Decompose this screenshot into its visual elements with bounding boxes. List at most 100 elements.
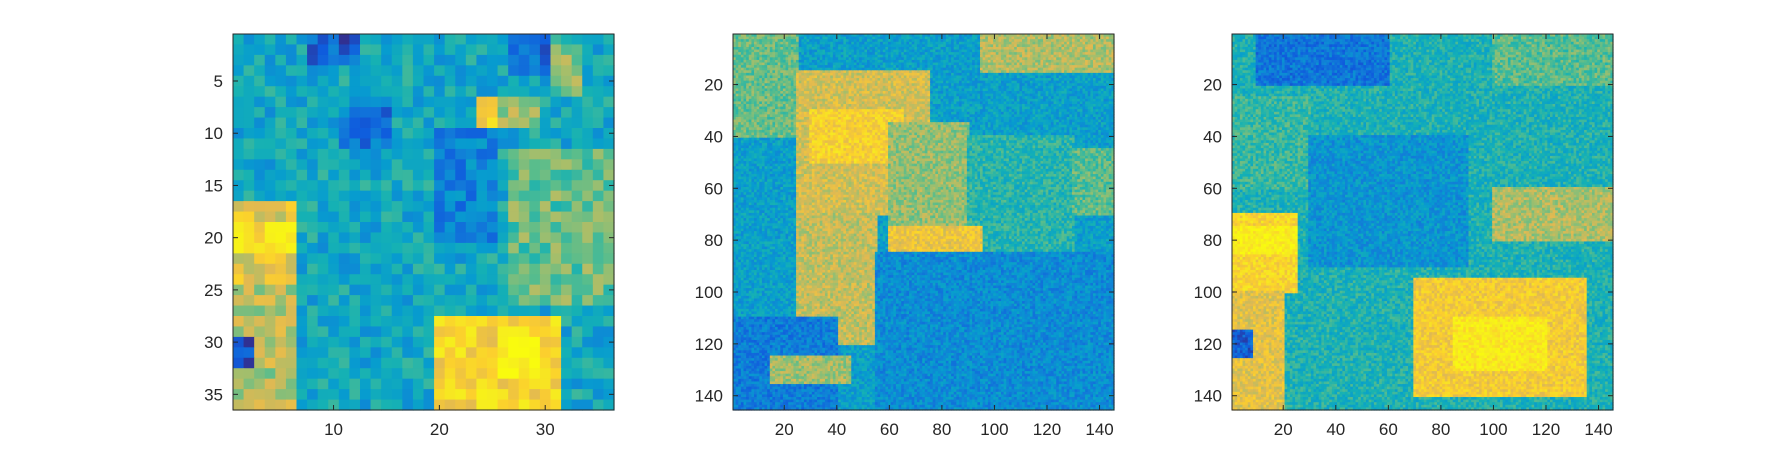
heatmap-cell	[540, 170, 551, 181]
heatmap-cell	[244, 44, 255, 55]
heatmap-cell	[233, 358, 244, 369]
heatmap-panel-middle: 20 40 60 80 100 120 14020406080100120140	[695, 34, 1115, 439]
heatmap-cell	[572, 138, 583, 149]
heatmap-cell	[561, 389, 572, 400]
heatmap-cell	[371, 65, 382, 76]
heatmap-cell	[318, 232, 329, 243]
heatmap-cell	[339, 358, 350, 369]
heatmap-cell	[434, 316, 445, 327]
heatmap-cell	[254, 170, 265, 181]
heatmap-cell	[402, 86, 413, 97]
heatmap-cell	[233, 159, 244, 170]
heatmap-cell	[275, 326, 286, 337]
heatmap-cell	[360, 243, 371, 254]
heatmap-cell	[445, 76, 456, 87]
heatmap-cell	[498, 86, 509, 97]
heatmap-cell	[603, 107, 614, 118]
heatmap-cell	[402, 191, 413, 202]
heatmap-cell	[297, 138, 308, 149]
heatmap-cell	[339, 191, 350, 202]
heatmap-cell	[593, 368, 604, 379]
heatmap-cell	[254, 34, 265, 45]
heatmap-cell	[254, 347, 265, 358]
heatmap-cell	[561, 379, 572, 390]
heatmap-cell	[318, 107, 329, 118]
heatmap-cell	[455, 347, 466, 358]
heatmap-cell	[529, 159, 540, 170]
heatmap-cell	[265, 337, 276, 348]
heatmap-cell	[434, 86, 445, 97]
heatmap-cell	[254, 201, 265, 212]
heatmap-cell	[265, 97, 276, 108]
heatmap-cell	[413, 86, 424, 97]
heatmap-cell	[476, 138, 487, 149]
heatmap-cell	[244, 34, 255, 45]
heatmap-cell	[349, 285, 360, 296]
heatmap-cell	[551, 389, 562, 400]
heatmap-cell	[307, 368, 318, 379]
heatmap-cell	[265, 86, 276, 97]
heatmap-cell	[445, 191, 456, 202]
heatmap-cell	[265, 128, 276, 139]
heatmap-cell	[582, 86, 593, 97]
heatmap-cell	[233, 65, 244, 76]
heatmap-cell	[402, 118, 413, 129]
heatmap-cell	[582, 65, 593, 76]
heatmap-cell	[339, 326, 350, 337]
heatmap-cell	[487, 159, 498, 170]
heatmap-cell	[307, 347, 318, 358]
heatmap-cell	[402, 201, 413, 212]
heatmap-cell	[392, 170, 403, 181]
heatmap-cell	[424, 107, 435, 118]
heatmap-cell	[519, 306, 530, 317]
heatmap-cell	[265, 358, 276, 369]
heatmap-cell	[286, 34, 297, 45]
heatmap-cell	[582, 159, 593, 170]
heatmap-cell	[254, 400, 265, 411]
heatmap-cell	[519, 316, 530, 327]
heatmap-cell	[328, 285, 339, 296]
heatmap-cell	[265, 274, 276, 285]
heatmap-cell	[498, 285, 509, 296]
heatmap-cell	[498, 149, 509, 160]
heatmap-cell	[360, 347, 371, 358]
heatmap-cell	[402, 65, 413, 76]
heatmap-cell	[424, 285, 435, 296]
heatmap-cell	[254, 253, 265, 264]
heatmap-cell	[392, 358, 403, 369]
heatmap-cell	[297, 34, 308, 45]
heatmap-cell	[392, 191, 403, 202]
heatmap-cell	[582, 138, 593, 149]
heatmap-cell	[466, 232, 477, 243]
heatmap-cell	[603, 253, 614, 264]
heatmap-cell	[519, 358, 530, 369]
heatmap-cell	[360, 107, 371, 118]
heatmap-cell	[413, 337, 424, 348]
heatmap-cell	[381, 44, 392, 55]
heatmap-cell	[360, 86, 371, 97]
heatmap-cell	[413, 118, 424, 129]
heatmap-cell	[540, 212, 551, 223]
heatmap-cell	[593, 149, 604, 160]
heatmap-cell	[424, 138, 435, 149]
heatmap-cell	[233, 316, 244, 327]
heatmap-cell	[540, 264, 551, 275]
heatmap-cell	[424, 222, 435, 233]
heatmap-cell	[603, 400, 614, 411]
heatmap-cell	[339, 128, 350, 139]
heatmap-cell	[487, 379, 498, 390]
heatmap-cell	[254, 232, 265, 243]
heatmap-cell	[286, 65, 297, 76]
heatmap-cell	[339, 170, 350, 181]
heatmap-cell	[307, 337, 318, 348]
heatmap-cell	[519, 379, 530, 390]
heatmap-cell	[275, 285, 286, 296]
heatmap-cell	[275, 368, 286, 379]
heatmap-cell	[286, 243, 297, 254]
heatmap-cell	[339, 76, 350, 87]
heatmap-cell	[349, 34, 360, 45]
heatmap-cell	[572, 347, 583, 358]
heatmap-cell	[254, 274, 265, 285]
heatmap-cell	[413, 180, 424, 191]
heatmap-cell	[455, 253, 466, 264]
